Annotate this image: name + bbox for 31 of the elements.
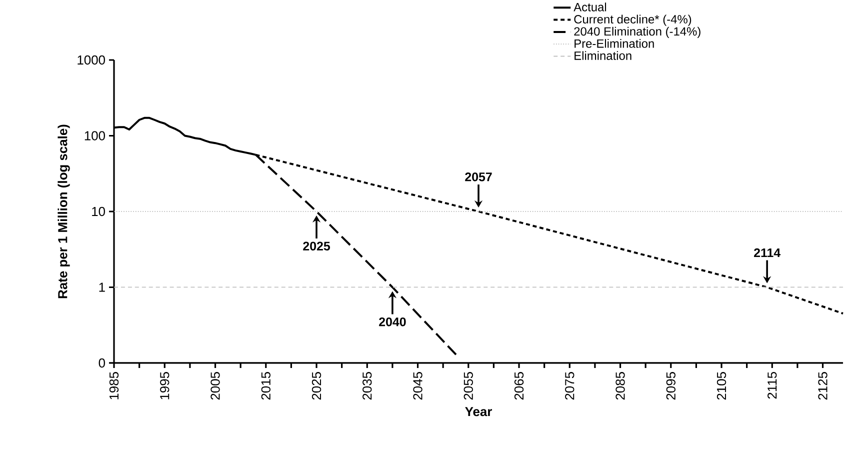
y-tick-label: 0 [98, 358, 106, 368]
x-axis-title: Year [465, 407, 492, 416]
legend-label: Elimination [574, 51, 632, 60]
legend-label: Current decline* (-4%) [574, 14, 692, 26]
x-tick-label: 2115 [768, 372, 777, 399]
annotation: 2025 [303, 242, 330, 250]
x-tick-label: 2055 [464, 372, 473, 400]
x-tick-label: 2015 [261, 372, 270, 400]
y-tick-label: 1000 [78, 55, 106, 65]
y-axis-title: Rate per 1 Million (log scale) [58, 124, 70, 298]
x-tick-label: 2045 [413, 372, 422, 400]
x-tick-label: 2125 [818, 372, 828, 400]
x-tick-label: 2085 [616, 372, 625, 400]
x-tick-label: 2035 [362, 372, 372, 400]
y-tick-label: 100 [84, 131, 106, 140]
x-tick-label: 2065 [514, 372, 524, 400]
legend-label: Actual [574, 2, 606, 12]
legend-label: Pre-Elimination [574, 39, 654, 48]
x-tick-label: 2105 [716, 372, 726, 400]
x-tick-label: 2005 [210, 372, 220, 400]
y-tick-label: 1 [99, 282, 105, 292]
x-tick-label: 2075 [565, 372, 574, 400]
x-tick-label: 1985 [109, 372, 119, 400]
annotation: 2057 [465, 172, 492, 182]
x-tick-label: 2095 [666, 372, 676, 400]
annotation: 2040 [379, 317, 406, 326]
x-tick-label: 1995 [160, 372, 170, 400]
y-tick-label: 10 [92, 206, 106, 216]
legend-label: 2040 Elimination (-14%) [574, 26, 700, 38]
annotation: 2114 [754, 248, 781, 258]
x-tick-label: 2025 [312, 372, 322, 400]
